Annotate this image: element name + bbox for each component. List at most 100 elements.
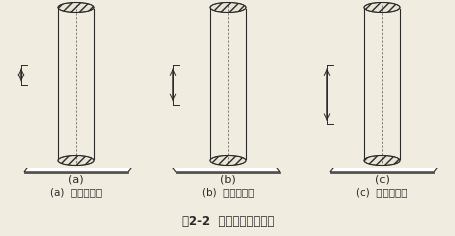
Polygon shape (24, 25, 135, 34)
Polygon shape (329, 143, 440, 152)
Text: s=2p: s=2p (164, 75, 172, 95)
Polygon shape (329, 25, 440, 34)
Polygon shape (169, 45, 279, 53)
Polygon shape (176, 152, 279, 154)
Polygon shape (329, 117, 440, 126)
Polygon shape (24, 53, 128, 55)
Polygon shape (329, 71, 440, 80)
Polygon shape (24, 14, 128, 16)
Polygon shape (245, 0, 455, 168)
Polygon shape (169, 133, 279, 142)
Polygon shape (176, 43, 279, 45)
Text: s=3p: s=3p (317, 85, 325, 105)
Ellipse shape (363, 3, 399, 13)
Polygon shape (176, 103, 279, 104)
Polygon shape (329, 5, 440, 14)
Polygon shape (329, 53, 433, 55)
Ellipse shape (363, 156, 399, 165)
Polygon shape (329, 58, 440, 67)
Polygon shape (329, 110, 440, 119)
Polygon shape (24, 93, 128, 94)
Ellipse shape (210, 3, 245, 13)
Polygon shape (94, 0, 455, 168)
Polygon shape (329, 159, 433, 160)
Polygon shape (176, 34, 279, 35)
Polygon shape (176, 24, 279, 25)
Polygon shape (329, 14, 433, 16)
Polygon shape (329, 163, 440, 172)
Polygon shape (169, 35, 279, 43)
Polygon shape (329, 31, 440, 40)
Polygon shape (329, 77, 440, 86)
Ellipse shape (58, 156, 94, 165)
Polygon shape (169, 5, 279, 14)
Polygon shape (329, 165, 433, 167)
Polygon shape (329, 113, 433, 114)
Polygon shape (24, 132, 128, 134)
Polygon shape (329, 21, 433, 22)
Polygon shape (329, 150, 440, 159)
Polygon shape (329, 12, 440, 21)
Polygon shape (169, 54, 279, 63)
Text: (c): (c) (374, 175, 389, 185)
Polygon shape (329, 0, 440, 7)
Polygon shape (24, 84, 135, 93)
Polygon shape (169, 94, 279, 103)
Polygon shape (329, 91, 440, 99)
Polygon shape (329, 27, 433, 29)
Polygon shape (329, 86, 433, 88)
Text: (b): (b) (220, 175, 235, 185)
Polygon shape (329, 80, 433, 81)
Polygon shape (329, 126, 433, 127)
Polygon shape (329, 97, 440, 106)
Text: (b)  左旋，双线: (b) 左旋，双线 (202, 187, 253, 197)
Polygon shape (176, 83, 279, 85)
Polygon shape (24, 73, 128, 75)
Polygon shape (329, 130, 440, 139)
Polygon shape (176, 53, 279, 55)
Polygon shape (329, 137, 440, 146)
Polygon shape (210, 5, 245, 163)
Polygon shape (329, 64, 440, 73)
Polygon shape (329, 156, 440, 165)
Polygon shape (329, 99, 433, 101)
Polygon shape (169, 15, 279, 24)
Polygon shape (169, 123, 279, 132)
Polygon shape (329, 45, 440, 53)
Polygon shape (24, 123, 135, 132)
Polygon shape (169, 84, 279, 93)
Polygon shape (24, 113, 128, 114)
Polygon shape (329, 18, 440, 27)
Polygon shape (176, 73, 279, 75)
Polygon shape (329, 7, 433, 9)
Polygon shape (0, 0, 363, 168)
Polygon shape (24, 172, 128, 173)
Polygon shape (176, 63, 279, 65)
Polygon shape (176, 162, 279, 164)
Polygon shape (24, 34, 128, 35)
Polygon shape (176, 14, 279, 16)
Polygon shape (24, 152, 128, 154)
Text: (c)  右旋，三线: (c) 右旋，三线 (355, 187, 407, 197)
Polygon shape (329, 60, 433, 62)
Text: s=p: s=p (12, 67, 20, 82)
Polygon shape (176, 113, 279, 114)
Polygon shape (329, 146, 433, 147)
Polygon shape (176, 142, 279, 144)
Polygon shape (169, 153, 279, 162)
Polygon shape (329, 51, 440, 60)
Polygon shape (169, 163, 279, 172)
Polygon shape (329, 47, 433, 48)
Polygon shape (329, 119, 433, 121)
Text: 图2-2  螺纹的旋向和线数: 图2-2 螺纹的旋向和线数 (182, 215, 273, 228)
Polygon shape (0, 0, 58, 168)
Text: (a)  右旋，单线: (a) 右旋，单线 (50, 187, 102, 197)
Polygon shape (329, 84, 440, 93)
Polygon shape (329, 106, 433, 108)
Polygon shape (329, 123, 440, 132)
Polygon shape (329, 172, 433, 173)
Polygon shape (169, 104, 279, 113)
Polygon shape (176, 172, 279, 173)
Ellipse shape (58, 3, 94, 13)
Polygon shape (24, 45, 135, 53)
